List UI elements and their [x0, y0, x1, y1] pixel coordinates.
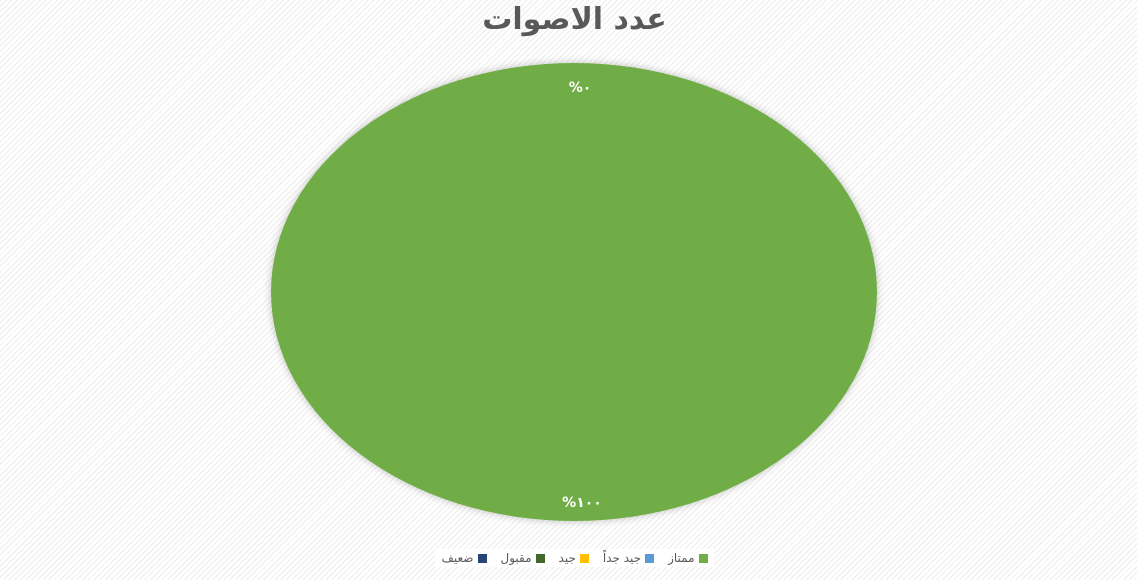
pie-chart: %١٠٠ %٠ — [271, 63, 877, 521]
legend: ممتاز جيد جداً جيد مقبول ضعيف — [6, 549, 1137, 567]
chart-area: عدد الاصوات %١٠٠ %٠ ممتاز جيد جداً جيد مقبول… — [6, 0, 1137, 580]
legend-item-3: جيد — [559, 551, 589, 565]
legend-label-4: مقبول — [500, 551, 532, 565]
legend-swatch-4 — [535, 553, 545, 563]
legend-item-5: ضعيف — [441, 551, 487, 565]
legend-label-5: ضعيف — [441, 551, 474, 565]
data-label-2: %٠ — [569, 80, 592, 96]
chart-title: عدد الاصوات — [482, 2, 667, 37]
legend-items: ممتاز جيد جداً جيد مقبول ضعيف — [435, 549, 714, 567]
legend-swatch-1 — [698, 553, 708, 563]
legend-label-2: جيد جداً — [602, 551, 642, 565]
legend-item-4: مقبول — [501, 551, 545, 565]
legend-label-1: ممتاز — [668, 551, 695, 565]
legend-item-1: ممتاز — [668, 551, 708, 565]
legend-swatch-3 — [579, 553, 589, 563]
legend-swatch-5 — [477, 553, 487, 563]
data-label-1: %١٠٠ — [562, 495, 602, 511]
legend-item-2: جيد جداً — [602, 551, 655, 565]
pie-slice-1 — [271, 63, 877, 521]
legend-label-3: جيد — [558, 551, 576, 565]
legend-swatch-2 — [645, 553, 655, 563]
